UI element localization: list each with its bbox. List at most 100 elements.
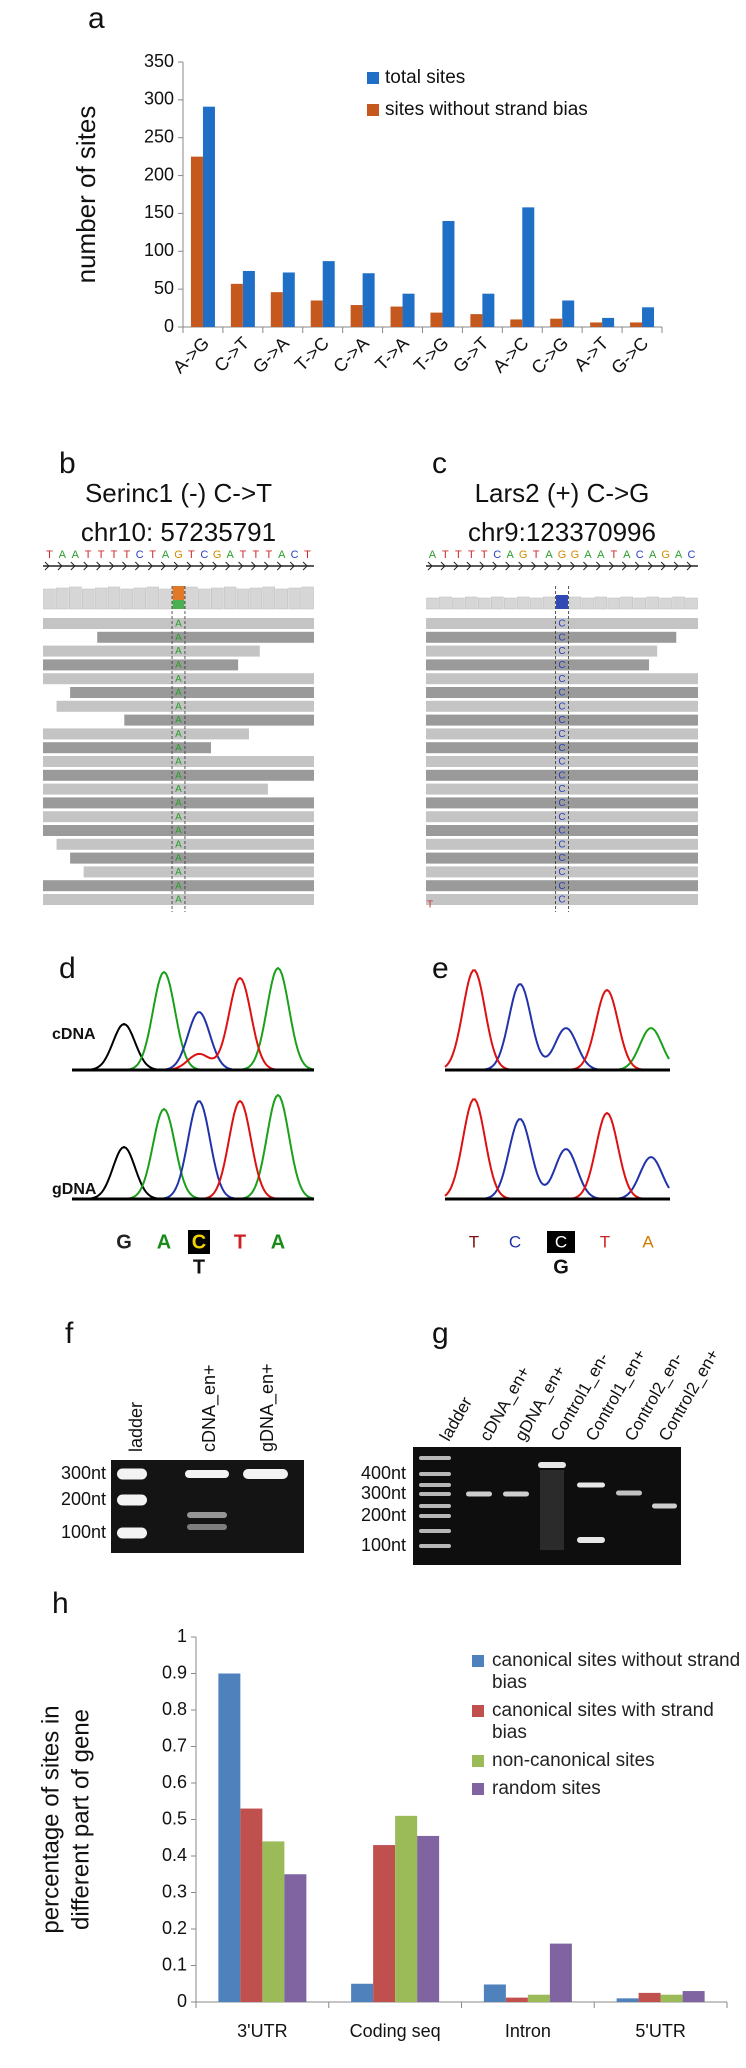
legend-label: non-canonical sites [492, 1750, 655, 1771]
x-tick-label: T->A [371, 333, 412, 374]
bar [483, 1984, 506, 2002]
lane-label: ladder [126, 1402, 146, 1452]
strand-arrow [492, 561, 498, 571]
x-tick-label: A->G [169, 333, 213, 377]
read-base: C [558, 881, 565, 892]
gel-band [616, 1490, 642, 1496]
coverage [81, 588, 95, 610]
size-label: 100nt [61, 1522, 106, 1542]
sequence-base: T [468, 549, 475, 561]
panel-label: f [65, 1317, 74, 1350]
panel-label: b [59, 447, 76, 480]
sequence-base: T [442, 549, 449, 561]
read [43, 645, 260, 657]
coverage [301, 586, 314, 610]
strand-arrow [122, 561, 128, 571]
read-base: C [558, 867, 565, 878]
sequence-base: T [188, 549, 195, 561]
sequence-base: A [429, 549, 437, 561]
panel-title: chr10: 57235791 [81, 517, 276, 547]
read [83, 866, 315, 878]
read [43, 783, 268, 795]
strand-arrow [583, 561, 589, 571]
read-base: C [558, 674, 565, 685]
bar [527, 1994, 550, 2002]
bar [417, 1835, 440, 2002]
coverage [146, 586, 159, 610]
bar [282, 272, 295, 327]
panel-label: a [88, 2, 105, 35]
read-base: A [175, 632, 182, 643]
bar [270, 292, 283, 327]
strand-arrow [70, 561, 76, 571]
x-tick-label: G->T [449, 333, 492, 376]
read [426, 659, 650, 671]
base-call: A [642, 1232, 654, 1251]
read [426, 797, 698, 809]
gel-band [577, 1537, 605, 1543]
gel-band [419, 1544, 451, 1548]
coverage [607, 597, 621, 610]
strand-arrow [96, 561, 102, 571]
bar [402, 293, 415, 327]
strand-arrow [505, 561, 511, 571]
coverage [133, 587, 146, 610]
bar [442, 221, 455, 327]
sequence-base: A [162, 549, 170, 561]
read [426, 811, 698, 823]
legend-swatch [367, 104, 379, 116]
strand-arrow [251, 561, 257, 571]
read-base: A [175, 812, 182, 823]
sequence-base: T [124, 549, 131, 561]
bar [218, 1673, 241, 2002]
read [426, 728, 698, 740]
read [124, 714, 314, 726]
size-label: 200nt [61, 1489, 106, 1509]
read-base: A [175, 743, 182, 754]
read [426, 838, 698, 850]
read-base: A [175, 646, 182, 657]
x-tick-label: G->C [607, 333, 652, 378]
coverage [223, 586, 237, 610]
coverage [198, 588, 211, 610]
bar [562, 300, 575, 327]
strand-arrow [531, 561, 537, 571]
coverage [275, 588, 288, 610]
read [43, 673, 314, 685]
coverage [646, 596, 659, 610]
gel-band [577, 1482, 605, 1488]
read [43, 797, 314, 809]
sequence-base: A [278, 549, 286, 561]
strand-arrow [264, 561, 270, 571]
coverage [288, 587, 301, 610]
x-tick-label: C->T [210, 333, 253, 376]
strand-arrow [199, 561, 205, 571]
coverage [236, 588, 250, 610]
coverage [672, 596, 685, 610]
coverage [568, 596, 582, 610]
base-call: G [553, 1256, 569, 1278]
bar [350, 305, 363, 327]
sequence-base: C [200, 549, 208, 561]
panel-label: h [52, 1587, 69, 1620]
read [43, 769, 314, 781]
read [426, 631, 677, 643]
trace [445, 1026, 670, 1071]
panel-title: Serinc1 (-) C->T [85, 478, 272, 508]
read-base: A [175, 674, 182, 685]
coverage [478, 597, 491, 610]
bar [638, 1992, 661, 2002]
bar [190, 156, 203, 327]
base-box [547, 1231, 575, 1253]
coverage [685, 597, 698, 610]
gel-band [117, 1468, 147, 1480]
coverage-ref [172, 600, 185, 609]
legend-entry: canonical sites with strand bias [472, 1700, 744, 1744]
sequence-base: A [649, 549, 657, 561]
read [43, 618, 314, 629]
strand-arrow [570, 561, 576, 571]
read [426, 673, 698, 685]
sequence-base: A [59, 549, 67, 561]
read [426, 783, 698, 795]
